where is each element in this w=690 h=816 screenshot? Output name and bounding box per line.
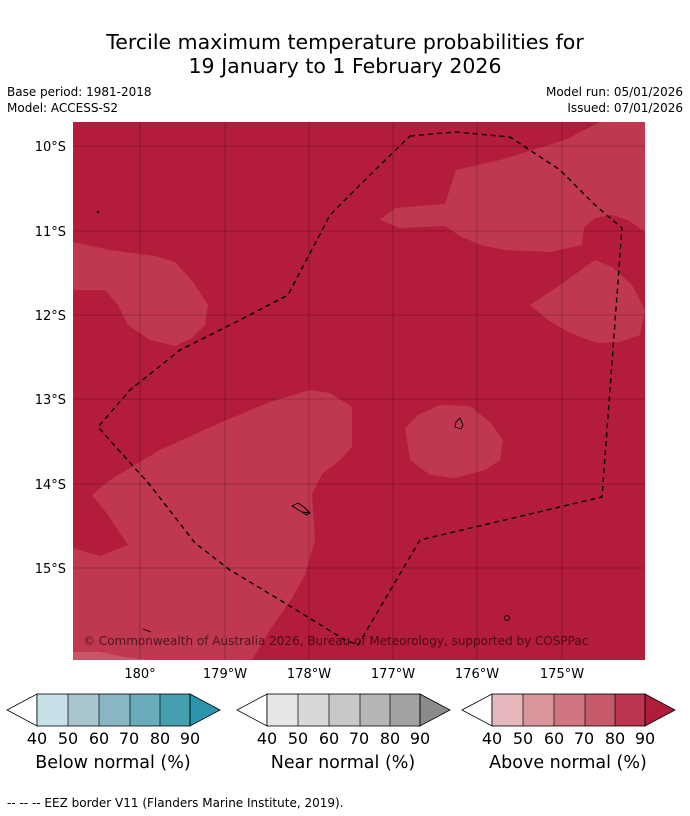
colorbar-low-extension: [461, 693, 493, 727]
colorbar-tick: 90: [410, 729, 430, 748]
colorbar-tick: 60: [89, 729, 109, 748]
colorbar-label-below: Below normal (%): [35, 753, 191, 773]
model-name: Model: ACCESS-S2: [7, 101, 119, 115]
lat-label: 12°S: [35, 309, 66, 324]
map-panel: © Commonwealth of Australia 2026, Bureau…: [35, 122, 645, 682]
islands: [96, 210, 510, 633]
colorbar-tick: 80: [380, 729, 400, 748]
island-small-4: [96, 210, 100, 214]
lat-label: 13°S: [35, 393, 66, 408]
eez-legend-note: -- -- -- EEZ border V11 (Flanders Marine…: [7, 796, 344, 810]
colorbar-tick: 40: [257, 729, 277, 748]
meta-left: Base period: 1981-2018 Model: ACCESS-S2: [7, 84, 152, 116]
lon-label: 180°: [124, 667, 155, 682]
colorbar-swatch: [360, 694, 390, 726]
contour-region-northeast: [380, 122, 645, 252]
lon-labels: 180° 179°W 178°W 177°W 176°W 175°W: [124, 667, 584, 682]
contour-region-southwest: [73, 390, 352, 660]
colorbar-tick: 50: [288, 729, 308, 748]
lat-label: 11°S: [35, 225, 66, 240]
colorbar-tick: 90: [635, 729, 655, 748]
lat-label: 10°S: [35, 140, 66, 155]
colorbar-swatch: [329, 694, 360, 726]
colorbar-tick: 90: [180, 729, 200, 748]
colorbar-swatch: [99, 694, 130, 726]
lon-label: 179°W: [203, 667, 247, 682]
lat-label: 15°S: [35, 562, 66, 577]
colorbar-swatch: [130, 694, 160, 726]
title-line-2: 19 January to 1 February 2026: [188, 54, 502, 78]
island-small-5: [234, 492, 240, 494]
island-small-3: [142, 628, 152, 633]
colorbar-swatch: [585, 694, 615, 726]
colorbar-tick: 60: [544, 729, 564, 748]
island-vanua-levu: [291, 502, 312, 514]
colorbar-label-above: Above normal (%): [489, 753, 647, 773]
lon-label: 178°W: [287, 667, 331, 682]
colorbar-tick: 40: [482, 729, 502, 748]
colorbar-swatch: [298, 694, 329, 726]
graticule: [73, 122, 645, 660]
colorbar-tick: 70: [119, 729, 139, 748]
colorbar-label-near: Near normal (%): [270, 753, 416, 773]
colorbar-low-extension: [236, 693, 268, 727]
colorbar-tick: 60: [319, 729, 339, 748]
contour-region-west: [73, 242, 208, 346]
colorbar-high-extension: [189, 693, 221, 727]
model-run: Model run: 05/01/2026: [545, 85, 683, 99]
colorbar-tick: 50: [513, 729, 533, 748]
colorbar-tick: 40: [27, 729, 47, 748]
colorbar-swatch: [390, 694, 420, 726]
island-taveuni: [454, 417, 464, 430]
colorbar-tick: 70: [574, 729, 594, 748]
colorbar-swatch: [68, 694, 99, 726]
contour-region-corner: [73, 652, 150, 660]
lon-label: 176°W: [455, 667, 499, 682]
contour-region-east: [530, 260, 645, 343]
meta-right: Model run: 05/01/2026 Issued: 07/01/2026: [546, 84, 683, 116]
colorbar-swatch: [492, 694, 523, 726]
colorbar-below-normal: 40 50 60 70 80 90: [6, 693, 221, 748]
lon-label: 177°W: [371, 667, 415, 682]
contour-region-central: [405, 405, 503, 478]
copyright-notice: © Commonwealth of Australia 2026, Bureau…: [83, 634, 588, 648]
colorbar-high-extension: [419, 693, 451, 727]
colorbar-swatch: [523, 694, 554, 726]
colorbar-swatch: [160, 694, 190, 726]
island-small-1: [301, 511, 310, 516]
chart-title: Tercile maximum temperature probabilitie…: [0, 30, 690, 78]
colorbar-swatch: [267, 694, 298, 726]
title-line-1: Tercile maximum temperature probabilitie…: [106, 30, 584, 54]
issued-date: Issued: 07/01/2026: [567, 101, 683, 115]
colorbar-swatch: [615, 694, 645, 726]
lon-label: 175°W: [540, 667, 584, 682]
base-period: Base period: 1981-2018: [7, 85, 152, 99]
map-area[interactable]: © Commonwealth of Australia 2026, Bureau…: [73, 122, 645, 660]
colorbar-tick: 70: [349, 729, 369, 748]
colorbar-tick: 80: [150, 729, 170, 748]
colorbar-swatch: [554, 694, 585, 726]
lat-labels: 10°S 11°S 12°S 13°S 14°S 15°S: [35, 140, 66, 577]
colorbar-low-extension: [6, 693, 38, 727]
colorbar-swatch: [37, 694, 68, 726]
colorbar-tick: 50: [58, 729, 78, 748]
island-small-2: [504, 615, 510, 621]
colorbar-above-normal: 40 50 60 70 80 90: [461, 693, 676, 748]
colorbar-tick: 80: [605, 729, 625, 748]
colorbar-near-normal: 40 50 60 70 80 90: [236, 693, 451, 748]
colorbar-high-extension: [644, 693, 676, 727]
lat-label: 14°S: [35, 478, 66, 493]
